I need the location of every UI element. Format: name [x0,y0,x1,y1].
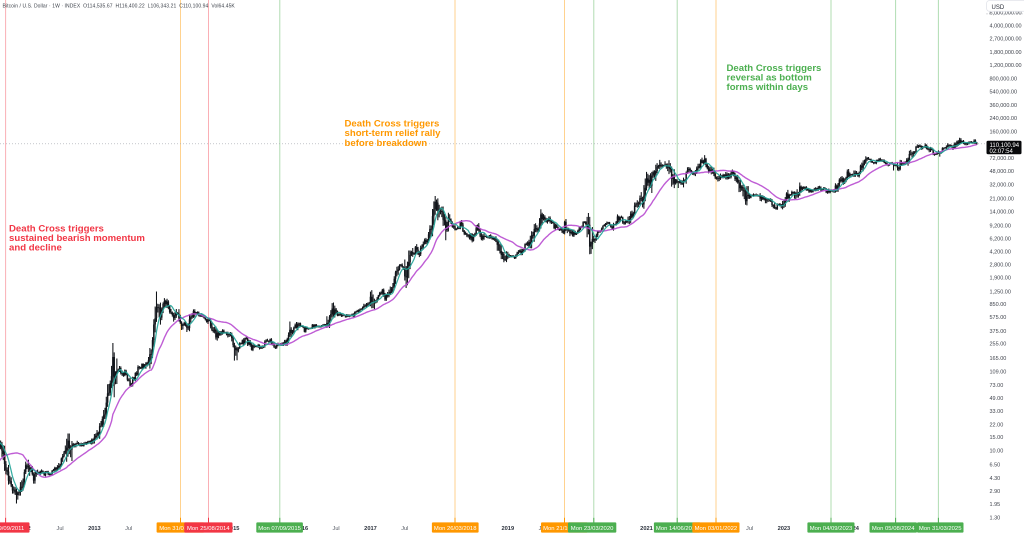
svg-text:10.00: 10.00 [990,448,1004,454]
svg-text:2.90: 2.90 [990,489,1001,495]
svg-text:32,000.00: 32,000.00 [990,183,1014,189]
svg-text:Mon 07/09/2015: Mon 07/09/2015 [258,526,301,532]
svg-text:Mon 31/03/2014: Mon 31/03/2014 [159,526,202,532]
svg-text:Mon 14/06/2021: Mon 14/06/2021 [656,526,699,532]
svg-text:Bitcoin / U.S. Dollar · 1W · I: Bitcoin / U.S. Dollar · 1W · INDEX O114,… [3,4,236,10]
svg-text:6.50: 6.50 [990,463,1001,469]
svg-text:33.00: 33.00 [990,409,1004,415]
svg-text:Jul: Jul [746,526,753,532]
svg-text:4.30: 4.30 [990,476,1001,482]
svg-text:Jul: Jul [125,526,132,532]
svg-text:4,200.00: 4,200.00 [990,249,1011,255]
svg-text:02:07:54: 02:07:54 [990,149,1014,155]
svg-text:21,000.00: 21,000.00 [990,196,1014,202]
svg-text:2017: 2017 [364,526,377,532]
svg-text:Mon 26/03/2018: Mon 26/03/2018 [434,526,477,532]
svg-text:540,000.00: 540,000.00 [990,89,1018,95]
svg-text:6,000,000.00: 6,000,000.00 [990,11,1022,17]
svg-text:2,800.00: 2,800.00 [990,263,1011,269]
svg-text:575.00: 575.00 [990,315,1007,321]
svg-text:850.00: 850.00 [990,302,1007,308]
svg-text:240,000.00: 240,000.00 [990,116,1018,122]
svg-text:Death Cross triggers short-ter: Death Cross triggers short-term relief r… [345,119,444,149]
svg-text:Jul: Jul [401,526,408,532]
svg-text:375.00: 375.00 [990,329,1007,335]
svg-text:Mon 04/09/2023: Mon 04/09/2023 [810,526,853,532]
svg-text:22.00: 22.00 [990,422,1004,428]
svg-text:1,800,000.00: 1,800,000.00 [990,50,1022,56]
svg-text:14,000.00: 14,000.00 [990,210,1014,216]
svg-text:2023: 2023 [778,526,791,532]
svg-text:Mon 23/03/2020: Mon 23/03/2020 [571,526,614,532]
svg-text:Mon 03/01/2022: Mon 03/01/2022 [695,526,738,532]
svg-text:72,000.00: 72,000.00 [990,156,1014,162]
svg-text:6,200.00: 6,200.00 [990,237,1011,243]
svg-text:165.00: 165.00 [990,356,1007,362]
svg-text:255.00: 255.00 [990,342,1007,348]
svg-text:Death Cross triggers sustained: Death Cross triggers sustained bearish m… [9,223,148,253]
svg-text:USD: USD [992,5,1005,11]
svg-text:Death Cross triggers reversal: Death Cross triggers reversal as bottom … [727,63,825,93]
svg-text:73.00: 73.00 [990,383,1004,389]
svg-text:4,000,000.00: 4,000,000.00 [990,24,1022,30]
svg-text:800,000.00: 800,000.00 [990,77,1018,83]
svg-text:9,200.00: 9,200.00 [990,224,1011,230]
svg-text:2021: 2021 [640,526,653,532]
svg-text:1,250.00: 1,250.00 [990,289,1011,295]
svg-text:360,000.00: 360,000.00 [990,103,1018,109]
svg-text:1.30: 1.30 [990,516,1001,522]
svg-text:Mon 21/10/2019: Mon 21/10/2019 [543,526,586,532]
svg-text:Mon 31/03/2025: Mon 31/03/2025 [919,526,962,532]
svg-text:Jul: Jul [333,526,340,532]
svg-text:2015: 2015 [227,526,240,532]
svg-text:Mon 25/08/2014: Mon 25/08/2014 [187,526,230,532]
svg-text:15.00: 15.00 [990,435,1004,441]
svg-text:1,200,000.00: 1,200,000.00 [990,63,1022,69]
svg-text:110,100.94: 110,100.94 [990,143,1020,149]
svg-text:Mon 19/09/2011: Mon 19/09/2011 [0,526,24,532]
svg-text:109.00: 109.00 [990,370,1007,376]
svg-text:160,000.00: 160,000.00 [990,130,1018,136]
svg-text:1,900.00: 1,900.00 [990,276,1011,282]
svg-text:2019: 2019 [501,526,514,532]
svg-text:1.95: 1.95 [990,502,1001,508]
svg-text:Mon 05/08/2024: Mon 05/08/2024 [872,526,915,532]
svg-text:2,700,000.00: 2,700,000.00 [990,36,1022,42]
svg-text:49.00: 49.00 [990,396,1004,402]
svg-text:48,000.00: 48,000.00 [990,169,1014,175]
svg-text:2013: 2013 [88,526,101,532]
svg-text:Jul: Jul [57,526,64,532]
